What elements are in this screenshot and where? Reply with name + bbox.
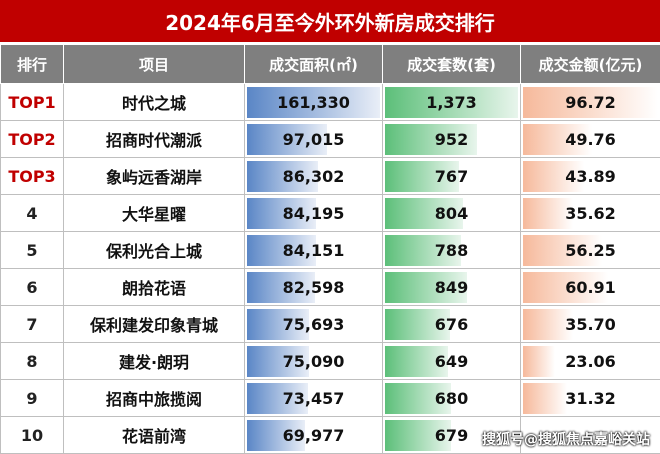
units-value: 676: [435, 315, 468, 334]
table-row: 7 保利建发印象青城 75,693 676 35.70: [1, 306, 660, 343]
area-value: 161,330: [277, 93, 350, 112]
units-value: 767: [435, 167, 468, 186]
amount-cell: 43.89: [521, 158, 660, 195]
header-units: 成交套数(套): [383, 45, 521, 84]
table-row: 8 建发·朗玥 75,090 649 23.06: [1, 343, 660, 380]
amount-value: 31.32: [565, 389, 616, 408]
page-title: 2024年6月至今外环外新房成交排行: [0, 0, 660, 44]
area-cell: 75,090: [245, 343, 383, 380]
units-cell: 767: [383, 158, 521, 195]
area-cell: 84,151: [245, 232, 383, 269]
table-row: TOP3 象屿远香湖岸 86,302 767 43.89: [1, 158, 660, 195]
area-cell: 97,015: [245, 121, 383, 158]
table-row: 5 保利光合上城 84,151 788 56.25: [1, 232, 660, 269]
units-value: 804: [435, 204, 468, 223]
table-row: 6 朗拾花语 82,598 849 60.91: [1, 269, 660, 306]
units-value: 679: [435, 426, 468, 445]
rank-cell: TOP3: [1, 158, 64, 195]
project-cell: 大华星曜: [64, 195, 245, 232]
project-cell: 花语前湾: [64, 417, 245, 454]
project-cell: 招商中旅揽阅: [64, 380, 245, 417]
amount-value: 35.70: [565, 315, 616, 334]
amount-cell: 60.91: [521, 269, 660, 306]
units-value: 680: [435, 389, 468, 408]
units-cell: 680: [383, 380, 521, 417]
area-cell: 86,302: [245, 158, 383, 195]
project-cell: 保利建发印象青城: [64, 306, 245, 343]
area-value: 73,457: [283, 389, 345, 408]
rank-cell: 7: [1, 306, 64, 343]
watermark: 搜狐号@搜狐焦点嘉峪关站: [482, 429, 650, 449]
area-value: 97,015: [283, 130, 345, 149]
area-cell: 84,195: [245, 195, 383, 232]
units-cell: 952: [383, 121, 521, 158]
area-value: 75,693: [283, 315, 345, 334]
area-cell: 69,977: [245, 417, 383, 454]
amount-value: 56.25: [565, 241, 616, 260]
rank-cell: 8: [1, 343, 64, 380]
amount-value: 43.89: [565, 167, 616, 186]
area-cell: 161,330: [245, 84, 383, 121]
amount-value: 23.06: [565, 352, 616, 371]
area-value: 75,090: [283, 352, 345, 371]
table-row: TOP1 时代之城 161,330 1,373 96.72: [1, 84, 660, 121]
amount-cell: 23.06: [521, 343, 660, 380]
rank-cell: TOP1: [1, 84, 64, 121]
area-value: 84,195: [283, 204, 345, 223]
project-cell: 象屿远香湖岸: [64, 158, 245, 195]
project-cell: 保利光合上城: [64, 232, 245, 269]
project-cell: 时代之城: [64, 84, 245, 121]
rank-cell: 5: [1, 232, 64, 269]
amount-value: 60.91: [565, 278, 616, 297]
header-project: 项目: [64, 45, 245, 84]
units-value: 788: [435, 241, 468, 260]
project-cell: 招商时代潮派: [64, 121, 245, 158]
rank-cell: 6: [1, 269, 64, 306]
area-value: 86,302: [283, 167, 345, 186]
units-value: 1,373: [426, 93, 477, 112]
table-row: 9 招商中旅揽阅 73,457 680 31.32: [1, 380, 660, 417]
amount-value: 35.62: [565, 204, 616, 223]
header-amount: 成交金额(亿元): [521, 45, 660, 84]
units-cell: 788: [383, 232, 521, 269]
header-area: 成交面积(㎡): [245, 45, 383, 84]
units-cell: 1,373: [383, 84, 521, 121]
amount-cell: 96.72: [521, 84, 660, 121]
area-value: 82,598: [283, 278, 345, 297]
units-value: 849: [435, 278, 468, 297]
area-value: 84,151: [283, 241, 345, 260]
units-cell: 676: [383, 306, 521, 343]
amount-cell: 49.76: [521, 121, 660, 158]
rank-cell: 10: [1, 417, 64, 454]
table-row: 4 大华星曜 84,195 804 35.62: [1, 195, 660, 232]
units-cell: 849: [383, 269, 521, 306]
project-cell: 朗拾花语: [64, 269, 245, 306]
header-rank: 排行: [1, 45, 64, 84]
amount-cell: 35.70: [521, 306, 660, 343]
project-cell: 建发·朗玥: [64, 343, 245, 380]
amount-cell: 56.25: [521, 232, 660, 269]
area-cell: 73,457: [245, 380, 383, 417]
rank-cell: 4: [1, 195, 64, 232]
amount-bar: [523, 346, 555, 377]
area-value: 69,977: [283, 426, 345, 445]
amount-value: 49.76: [565, 130, 616, 149]
rank-cell: 9: [1, 380, 64, 417]
amount-bar: [523, 383, 567, 414]
amount-value: 96.72: [565, 93, 616, 112]
units-cell: 804: [383, 195, 521, 232]
units-cell: 649: [383, 343, 521, 380]
area-cell: 75,693: [245, 306, 383, 343]
header-row: 排行 项目 成交面积(㎡) 成交套数(套) 成交金额(亿元): [1, 45, 660, 84]
table-row: TOP2 招商时代潮派 97,015 952 49.76: [1, 121, 660, 158]
ranking-table: 排行 项目 成交面积(㎡) 成交套数(套) 成交金额(亿元) TOP1 时代之城…: [0, 44, 660, 454]
rank-cell: TOP2: [1, 121, 64, 158]
area-cell: 82,598: [245, 269, 383, 306]
amount-cell: 31.32: [521, 380, 660, 417]
amount-cell: 35.62: [521, 195, 660, 232]
units-value: 649: [435, 352, 468, 371]
units-value: 952: [435, 130, 468, 149]
